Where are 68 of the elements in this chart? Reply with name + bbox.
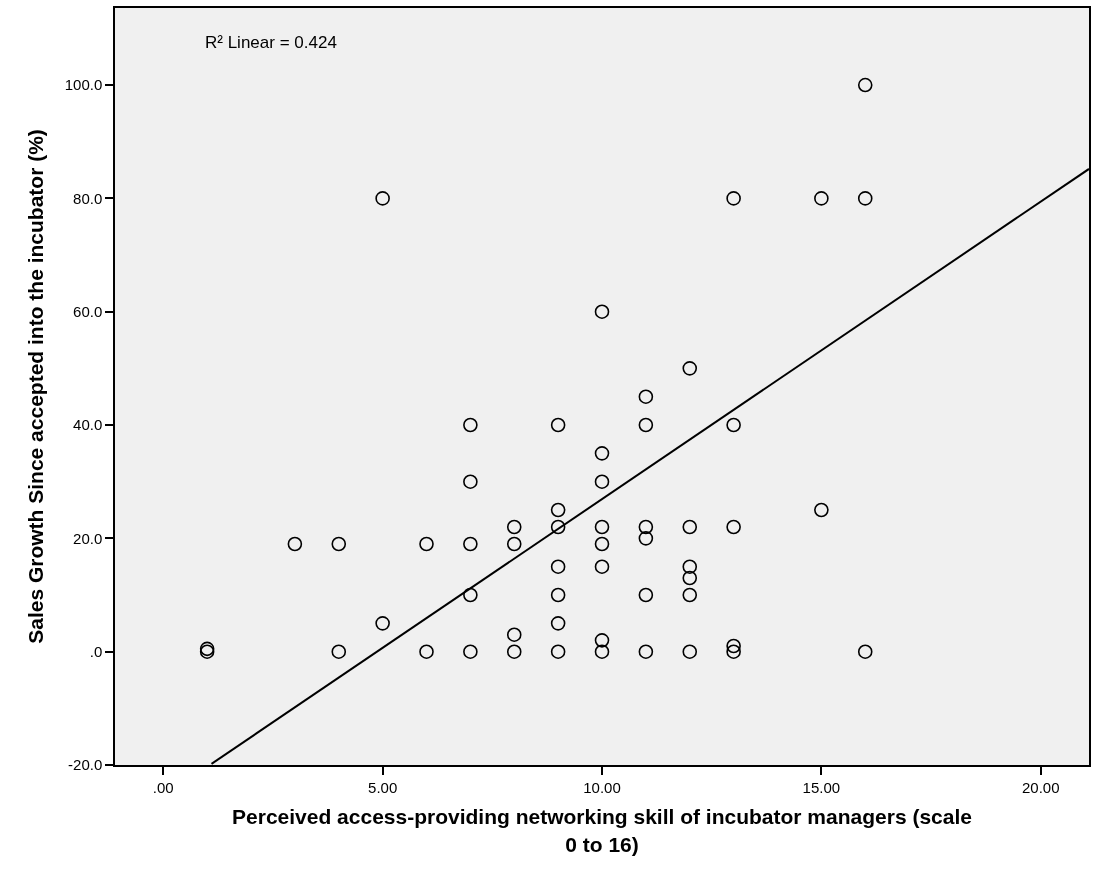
point xyxy=(375,616,390,631)
y-tick-label: 60.0 xyxy=(73,302,103,320)
point xyxy=(594,446,610,461)
point xyxy=(419,644,434,659)
point xyxy=(638,531,654,546)
point xyxy=(506,644,522,659)
point xyxy=(463,417,478,433)
point xyxy=(638,519,654,535)
point xyxy=(726,191,741,206)
point xyxy=(463,644,478,659)
point xyxy=(594,559,610,574)
point xyxy=(506,519,522,535)
point xyxy=(594,633,610,648)
point xyxy=(506,536,522,552)
y-tick-label: 20.0 xyxy=(73,529,103,547)
point xyxy=(550,559,566,574)
point xyxy=(726,417,741,433)
x-axis-title: Perceived access-providing networking skill of incubator managers (scale 0 to 16) xyxy=(232,805,972,856)
point xyxy=(638,644,654,659)
point xyxy=(463,536,478,552)
point xyxy=(682,587,698,603)
point xyxy=(506,627,522,642)
point xyxy=(419,536,434,552)
point xyxy=(594,644,610,659)
point xyxy=(463,587,478,603)
point xyxy=(550,417,566,433)
point xyxy=(638,389,654,404)
x-tick-label: 15.00 xyxy=(802,778,841,796)
point xyxy=(550,519,566,535)
x-tick-label: 10.00 xyxy=(583,778,621,796)
point xyxy=(331,536,347,552)
point xyxy=(857,191,873,206)
point xyxy=(638,417,654,433)
point xyxy=(682,361,698,376)
point xyxy=(726,638,741,654)
point xyxy=(726,519,741,535)
point xyxy=(682,559,698,574)
x-tick-label: 20.00 xyxy=(1021,778,1060,796)
point xyxy=(814,191,829,206)
point xyxy=(375,191,390,206)
x-tick-label: .00 xyxy=(152,778,174,796)
point xyxy=(682,519,698,535)
point xyxy=(682,570,698,586)
point xyxy=(857,644,873,659)
point xyxy=(594,474,610,489)
y-tick-label: -20.0 xyxy=(68,756,103,774)
point xyxy=(814,502,829,518)
point xyxy=(550,587,566,603)
point xyxy=(682,644,698,659)
point xyxy=(726,644,741,659)
point xyxy=(287,536,303,552)
y-tick-label: 40.0 xyxy=(73,416,103,434)
point xyxy=(857,77,873,93)
point xyxy=(638,587,654,603)
point xyxy=(594,304,610,319)
annotation: R² Linear = 0.424 xyxy=(205,33,337,52)
x-tick-label: 5.00 xyxy=(368,778,398,796)
point xyxy=(550,616,566,631)
point xyxy=(550,644,566,659)
point xyxy=(594,519,610,535)
point xyxy=(550,502,566,518)
y-axis-title: Sales Growth Since accepted into the incubator (%) xyxy=(24,129,48,644)
point xyxy=(594,536,610,552)
point xyxy=(331,644,347,659)
point xyxy=(463,474,478,489)
y-tick-label: .0 xyxy=(89,642,103,660)
y-tick-label: 80.0 xyxy=(73,189,103,207)
y-tick-label: 100.0 xyxy=(64,76,103,94)
